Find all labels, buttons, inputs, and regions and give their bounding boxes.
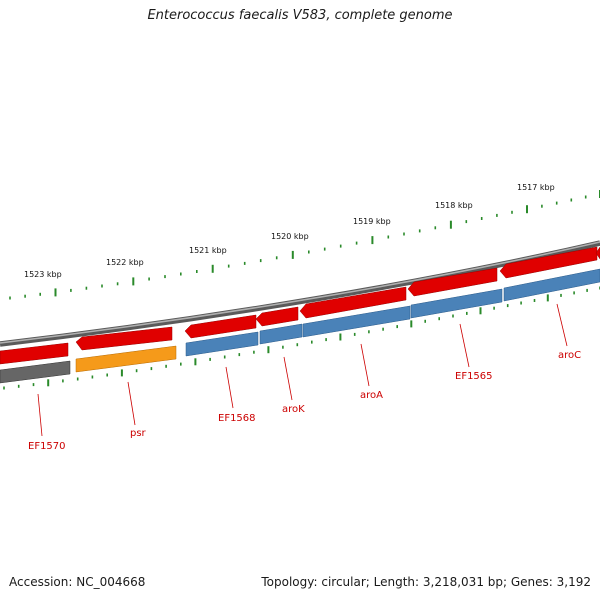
kbp-label: 1523 kbp — [24, 270, 62, 279]
gene-label-psr[interactable]: psr — [130, 428, 147, 439]
gene-label-ef1568[interactable]: EF1568 — [218, 413, 256, 424]
forward-cds[interactable] — [184, 314, 257, 339]
reverse-cds[interactable] — [302, 305, 411, 338]
reverse-cds[interactable] — [503, 268, 600, 302]
kbp-label: 1518 kbp — [435, 201, 473, 210]
reverse-cds[interactable] — [259, 323, 303, 345]
ruler-ticks — [3, 190, 600, 390]
forward-cds[interactable] — [407, 267, 498, 297]
gene-label-leaders — [37, 303, 568, 437]
reverse-strand-genes — [0, 268, 600, 384]
kbp-label: 1519 kbp — [353, 217, 391, 226]
accession-text: Accession: NC_004668 — [9, 575, 146, 589]
genome-summary-text: Topology: circular; Length: 3,218,031 bp… — [261, 575, 591, 589]
map-title: Enterococcus faecalis V583, complete gen… — [147, 8, 453, 23]
forward-cds[interactable] — [75, 326, 173, 351]
genome-backbone-highlight — [0, 241, 600, 344]
gene-label-ef1565[interactable]: EF1565 — [455, 371, 493, 382]
gene-label-ef1570[interactable]: EF1570 — [28, 441, 66, 452]
reverse-cds[interactable] — [410, 288, 503, 319]
kbp-label: 1517 kbp — [517, 183, 555, 192]
kbp-label: 1521 kbp — [189, 246, 227, 255]
forward-cds[interactable] — [0, 342, 69, 365]
forward-cds[interactable] — [255, 306, 299, 327]
highlighted-cds-psr[interactable] — [75, 345, 177, 373]
kbp-label: 1520 kbp — [271, 232, 309, 241]
gene-label-aroa[interactable]: aroA — [360, 390, 383, 401]
gene-label-arok[interactable]: aroK — [282, 404, 305, 415]
kbp-label: 1522 kbp — [106, 258, 144, 267]
gene-labels: EF1570 psr EF1568 aroK aroA EF1565 aroC — [28, 350, 581, 452]
forward-strand-genes — [0, 246, 600, 365]
kbp-scale-labels: 1523 kbp 1522 kbp 1521 kbp 1520 kbp 1519… — [24, 183, 555, 279]
reverse-cds[interactable] — [185, 331, 259, 357]
forward-cds[interactable] — [299, 286, 407, 319]
forward-cds[interactable] — [595, 246, 600, 260]
gene-label-aroc[interactable]: aroC — [558, 350, 581, 361]
pseudo-cds[interactable] — [0, 360, 71, 384]
